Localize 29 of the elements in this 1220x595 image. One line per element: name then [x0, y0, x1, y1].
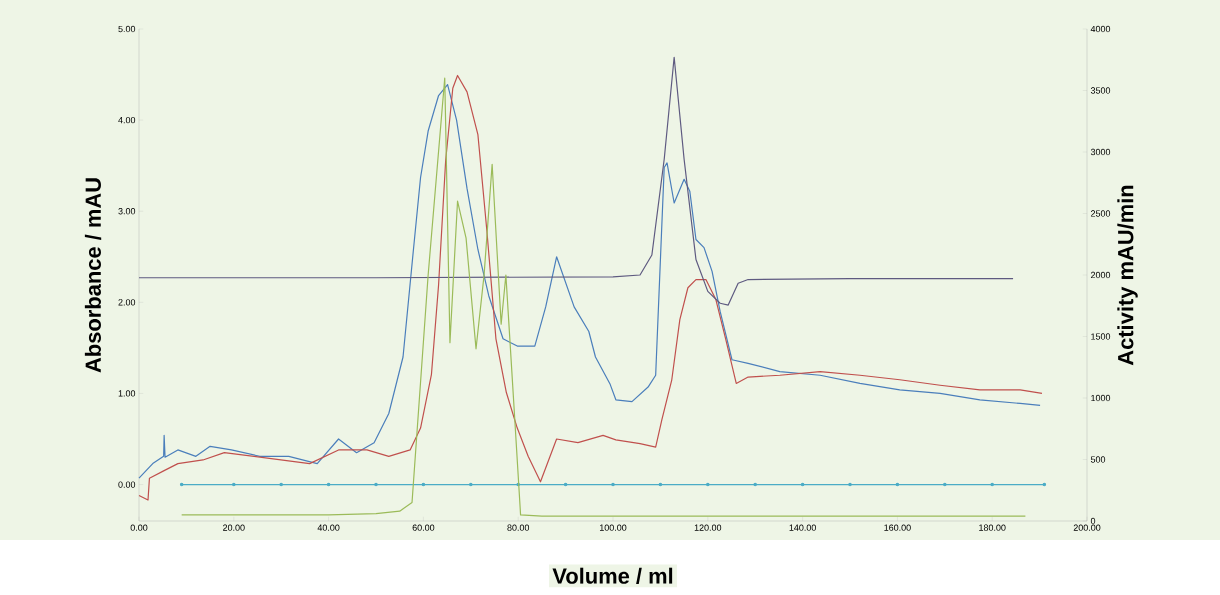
x-tick-label: 40.00: [317, 524, 340, 531]
y2-tick-label: 0: [1090, 517, 1096, 525]
y-tick-label: 2.00: [118, 299, 136, 306]
y2-tick-label: 500: [1090, 456, 1106, 463]
x-tick-label: 140.00: [789, 524, 816, 531]
y-tick-label: 1.00: [118, 390, 136, 397]
y2-tick-label: 4000: [1090, 25, 1111, 33]
y-tick-label: 4.00: [118, 116, 136, 124]
y-tick-label: 5.00: [118, 25, 136, 33]
y2-tick-label: 3000: [1090, 148, 1111, 156]
x-tick-label: 180.00: [979, 524, 1006, 531]
x-axis-title: Volume / ml: [552, 567, 673, 585]
x-tick-label: 200.00: [1073, 524, 1101, 531]
x-tick-label: 20.00: [223, 524, 245, 531]
x-tick-label: 120.00: [694, 524, 722, 531]
y2-tick-label: 3500: [1090, 87, 1111, 94]
x-tick-label: 100.00: [599, 524, 627, 531]
y-axis-title: Absorbance / mAU: [84, 178, 102, 373]
y2-tick-label: 2000: [1090, 271, 1111, 279]
y2-tick-label: 2500: [1090, 210, 1111, 217]
x-tick-label: 80.00: [507, 524, 530, 531]
x-tick-label: 0.00: [130, 524, 148, 531]
x-tick-label: 60.00: [412, 524, 435, 531]
y2-axis-title: Activity mAU/min: [1117, 185, 1138, 366]
y2-tick-label: 1000: [1091, 394, 1111, 402]
y-tick-label: 3.00: [118, 208, 136, 215]
y-tick-label: 0.00: [118, 481, 136, 488]
x-tick-label: 160.00: [884, 524, 911, 531]
y2-tick-label: 1500: [1091, 333, 1111, 340]
